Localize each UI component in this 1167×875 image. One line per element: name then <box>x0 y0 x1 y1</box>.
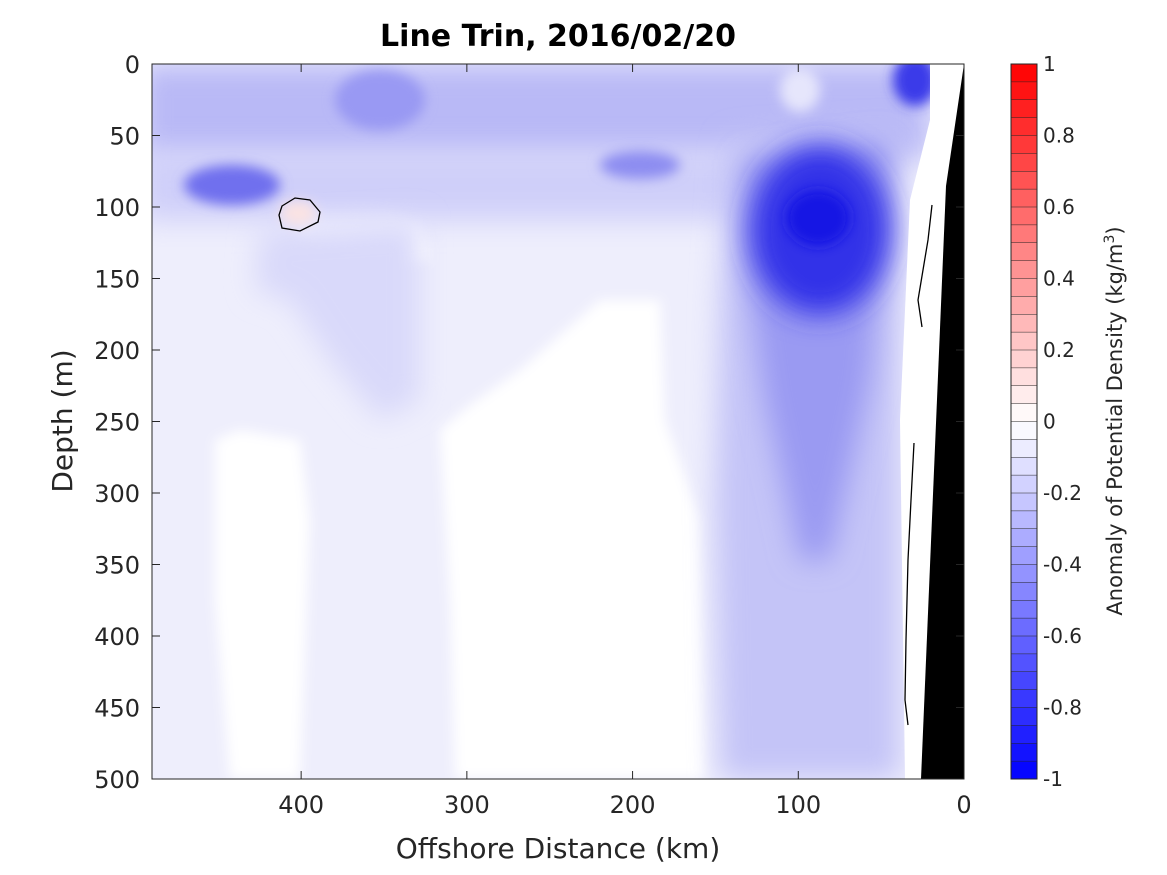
y-axis-label: Depth (m) <box>46 349 79 492</box>
colorbar-segment <box>1011 99 1037 119</box>
colorbar-segment <box>1011 135 1037 154</box>
offshore-mid-band <box>255 220 420 420</box>
colorbar-segment <box>1011 260 1037 279</box>
colorbar-segment <box>1011 296 1037 315</box>
y-tick-label: 450 <box>94 695 140 723</box>
colorbar-segment <box>1011 743 1037 762</box>
colorbar-segment <box>1011 314 1037 333</box>
zero-contour-coast-lower <box>904 442 915 726</box>
colorbar-segment <box>1011 153 1037 172</box>
colorbar-segment <box>1011 475 1037 494</box>
colorbar-segment <box>1011 600 1037 619</box>
x-tick-label: 100 <box>775 791 821 819</box>
colorbar-segment <box>1011 350 1037 369</box>
zero-contour-eddy <box>278 197 321 232</box>
colorbar-segment <box>1011 242 1037 262</box>
colorbar-segment <box>1011 421 1037 440</box>
y-tick-label: 150 <box>94 266 140 294</box>
chart-title: Line Trin, 2016/02/20 <box>380 19 736 54</box>
x-tick-label: 0 <box>956 791 971 819</box>
x-tick-label: 400 <box>278 791 324 819</box>
western-lens <box>184 165 280 205</box>
colorbar-tick-label: 0 <box>1043 410 1056 434</box>
colorbar-segment <box>1011 385 1037 405</box>
y-tick-label: 250 <box>94 409 140 437</box>
colorbar-tick-label: 1 <box>1043 52 1056 76</box>
colorbar-segment <box>1011 528 1037 548</box>
colorbar-segment <box>1011 171 1037 190</box>
coastal-core-center <box>786 190 850 246</box>
colorbar-tick-label: -0.8 <box>1043 696 1082 720</box>
colorbar-segment <box>1011 510 1037 530</box>
plot-area <box>151 63 965 780</box>
y-tick-label: 400 <box>94 623 140 651</box>
colorbar-segment <box>1011 761 1037 780</box>
y-axis: 0 50 100 150 200 250 300 350 400 450 500 <box>94 51 964 794</box>
colorbar-segment <box>1011 725 1037 744</box>
colorbar-label-main: Anomaly of Potential Density (kg/m <box>1103 244 1127 616</box>
x-tick-label: 200 <box>610 791 656 819</box>
colorbar-tick-label: 0.2 <box>1043 338 1075 362</box>
x-axis: 400 300 200 100 0 <box>278 64 972 819</box>
colorbar-segment <box>1011 564 1037 583</box>
colorbar-segment <box>1011 671 1037 691</box>
contour-lines <box>278 197 933 726</box>
y-tick-label: 500 <box>94 766 140 794</box>
colorbar-segment <box>1011 189 1037 208</box>
y-tick-label: 200 <box>94 337 140 365</box>
colorbar-segment <box>1011 224 1037 244</box>
colorbar-ticks: 1 0.8 0.6 0.4 0.2 0 -0.2 -0.4 -0.6 -0.8 -1 <box>1043 52 1082 791</box>
y-tick-label: 0 <box>125 51 140 79</box>
colorbar-segment <box>1011 403 1037 422</box>
upper-lens-east <box>335 70 425 130</box>
colorbar-frame <box>1010 63 1038 780</box>
colorbar-segment <box>1011 689 1037 708</box>
colorbar-tick-label: 0.4 <box>1043 267 1075 291</box>
anomaly-field <box>152 64 964 779</box>
colorbar-segment <box>1011 81 1037 101</box>
surface-white-window <box>780 68 820 112</box>
deep-white-region-west <box>215 430 310 779</box>
x-axis-label: Offshore Distance (km) <box>396 832 721 865</box>
y-tick-label: 350 <box>94 552 140 580</box>
colorbar-segment <box>1011 636 1037 655</box>
colorbar-label-close: ) <box>1103 226 1127 234</box>
colorbar-segment <box>1011 457 1037 476</box>
colorbar-segment <box>1011 618 1037 637</box>
colorbar-segment <box>1011 278 1037 297</box>
y-tick-label: 50 <box>109 123 140 151</box>
colorbar-tick-label: -0.2 <box>1043 481 1082 505</box>
colorbar-segment <box>1011 332 1037 351</box>
colorbar <box>1010 63 1038 780</box>
colorbar-segment <box>1011 653 1037 673</box>
colorbar-segment <box>1011 207 1037 226</box>
colorbar-label: Anomaly of Potential Density (kg/m3) <box>1102 226 1127 615</box>
continental-shelf <box>921 64 964 779</box>
colorbar-tick-label: -1 <box>1043 767 1063 791</box>
colorbar-segment <box>1011 117 1037 136</box>
colorbar-label-sup: 3 <box>1102 235 1118 244</box>
x-tick-label: 300 <box>444 791 490 819</box>
colorbar-segment <box>1011 439 1037 458</box>
y-tick-label: 300 <box>94 480 140 508</box>
y-tick-label: 100 <box>94 194 140 222</box>
colorbar-segment <box>1011 707 1037 726</box>
inshore-surface-core <box>893 64 937 106</box>
colorbar-segment <box>1011 582 1037 601</box>
colorbar-tick-label: -0.4 <box>1043 553 1082 577</box>
colorbar-segment <box>1011 493 1037 512</box>
colorbar-tick-label: 0.8 <box>1043 124 1075 148</box>
colorbar-segment <box>1011 367 1037 387</box>
zero-contour-coast-upper <box>917 204 933 328</box>
colorbar-segment <box>1011 64 1037 83</box>
colorbar-tick-label: -0.6 <box>1043 624 1082 648</box>
colorbar-tick-label: 0.6 <box>1043 195 1075 219</box>
upper-lens-mid <box>600 151 680 179</box>
colorbar-segment <box>1011 546 1037 565</box>
positive-core-fill <box>280 201 316 225</box>
deep-white-region-mid <box>440 300 705 779</box>
